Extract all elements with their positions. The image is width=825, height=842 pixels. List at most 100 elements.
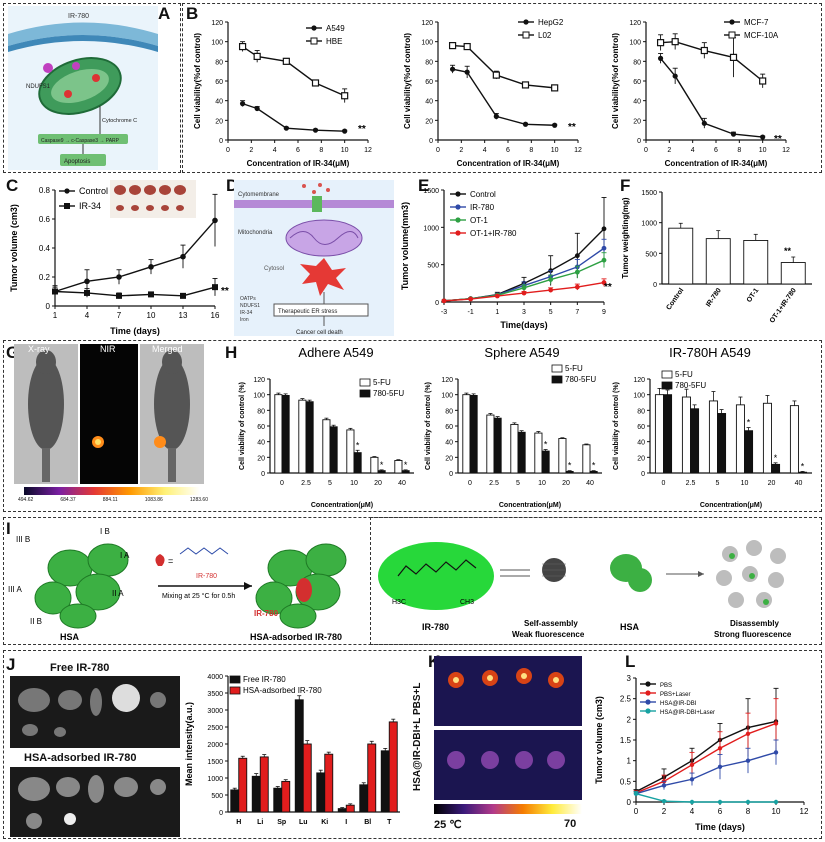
- temperature-scale-bar: [434, 804, 582, 814]
- x-tick-label: Bl: [364, 819, 371, 826]
- hsa-right-label: HSA: [620, 622, 640, 632]
- ir780-right-label: IR-780: [422, 622, 449, 632]
- data-point: [239, 101, 246, 107]
- label-a: A: [158, 4, 171, 23]
- bar: [780, 262, 806, 285]
- data-point: [601, 245, 607, 251]
- y-tick-label: 2.5: [620, 695, 632, 704]
- y-tick-label: 80: [257, 408, 265, 415]
- data-point: [552, 122, 558, 128]
- bar: [486, 414, 495, 474]
- data-point: [773, 721, 779, 726]
- legend-label: 5-FU: [565, 364, 583, 373]
- data-point: [148, 264, 154, 270]
- x-tick-label: 12: [364, 147, 372, 154]
- data-point: [657, 55, 664, 61]
- legend-label: MCF-10A: [744, 31, 779, 40]
- ir780-text: IR-780: [68, 13, 89, 20]
- y-tick-label: 500: [645, 251, 657, 258]
- x-tick-label: 6: [506, 147, 510, 154]
- significance-marker: **: [604, 282, 612, 293]
- data-point: [342, 128, 348, 134]
- series-line-0: [660, 57, 763, 138]
- legend-label: 780-5FU: [373, 389, 404, 398]
- data-point: [52, 288, 58, 295]
- significance-star: *: [774, 453, 778, 463]
- legend-marker: [311, 25, 317, 31]
- bar: [359, 784, 369, 813]
- x-tick-label: I: [345, 819, 347, 826]
- y-tick-label: 20: [633, 118, 641, 125]
- series-line-2: [635, 751, 777, 795]
- y-tick-label: 20: [425, 118, 433, 125]
- y-tick-label: 100: [629, 40, 641, 47]
- legend-swatch: [551, 375, 563, 384]
- y-tick-label: 0: [627, 798, 632, 807]
- significance-marker: **: [568, 122, 576, 133]
- data-point: [448, 41, 457, 50]
- chart-b3: 0 20 40 60 80 100 120 0 2 4 6 8 10 12 Concentration of…: [611, 18, 790, 168]
- x-axis-label: Concentration of IR-34(μM): [247, 159, 350, 168]
- x-tick-label: 4: [691, 147, 695, 154]
- bar: [316, 772, 326, 813]
- y-tick-label: 3: [627, 674, 632, 683]
- data-point: [492, 71, 500, 79]
- x-tick-label: 6: [296, 147, 300, 154]
- scale-3: 1083.86: [144, 497, 163, 503]
- x-tick-label: OT-1: [746, 287, 761, 304]
- bar: [690, 408, 700, 474]
- y-tick-label: 20: [637, 455, 645, 462]
- domain-iia: II A: [112, 589, 124, 598]
- ch3-label: CH3: [460, 599, 474, 606]
- data-point: [311, 79, 320, 87]
- y-tick-label: 0: [435, 300, 439, 307]
- y-tick-label: 40: [257, 440, 265, 447]
- y-axis-label: Cell viability of control (%): [239, 382, 246, 470]
- y-tick-label: 100: [421, 40, 433, 47]
- y-axis-label: Mean intensity(a.u.): [184, 702, 194, 786]
- x-tick-label: 0: [468, 480, 472, 487]
- legend-label: Free IR-780: [243, 675, 286, 684]
- data-point: [745, 731, 751, 736]
- y-tick-label: 0.6: [39, 215, 51, 224]
- bar: [582, 444, 591, 474]
- bar: [565, 470, 574, 474]
- significance-star: *: [380, 460, 384, 470]
- y-tick-label: 120: [633, 377, 645, 384]
- panel-i-right: H3C CH3 IR-780 Self-assembly Weak fluore…: [374, 520, 820, 642]
- x-tick-label: 10: [551, 147, 559, 154]
- domain-ia: I A: [120, 551, 130, 560]
- laser-image-top: [434, 656, 582, 726]
- x-tick-label: 2.5: [301, 480, 311, 487]
- label-l: L: [625, 652, 636, 671]
- panel-a-schematic: IR-780 NDUFS1 Cytochrome C Caspase9 → c-…: [8, 6, 158, 170]
- y-tick-label: 0: [219, 810, 223, 817]
- free-ir780-title: Free IR-780: [50, 662, 110, 674]
- scale-1: 684.37: [60, 497, 76, 503]
- bar: [708, 400, 718, 474]
- bar: [305, 401, 314, 474]
- mixing-label: Mixing at 25 °C for 0.5h: [162, 592, 235, 600]
- therapeutic-text: Therapeutic ER stress: [278, 309, 337, 315]
- xray-mouse: [28, 350, 64, 482]
- data-point: [760, 134, 766, 140]
- y-tick-label: 0: [46, 302, 51, 311]
- bar: [345, 804, 355, 813]
- y-tick-label: 0: [261, 471, 265, 478]
- x-tick-label: 20: [374, 480, 382, 487]
- data-point: [238, 42, 247, 51]
- x-tick-label: 6: [718, 807, 723, 816]
- chart-c: 0 0.2 0.4 0.6 0.8 1 4 7 10 13 16 Time (days) Tumor v…: [9, 186, 229, 336]
- bar: [281, 780, 291, 813]
- legend-label: HSA@IR-DBI+Laser: [660, 710, 715, 716]
- x-tick-label: 20: [768, 480, 776, 487]
- y-tick-label: 0.4: [39, 244, 51, 253]
- data-point: [548, 277, 554, 282]
- x-tick-label: 8: [737, 147, 741, 154]
- y-tick-label: 60: [633, 79, 641, 86]
- x-tick-label: 2.5: [686, 480, 696, 487]
- chart-l: 0 0.5 1 1.5 2 2.5 3 0 2 4 6 8 10 12 Time (days) Tumor v…: [594, 674, 809, 832]
- cytc-text: Cytochrome C: [102, 118, 137, 124]
- bar: [510, 423, 519, 474]
- legend-swatch: [661, 381, 673, 390]
